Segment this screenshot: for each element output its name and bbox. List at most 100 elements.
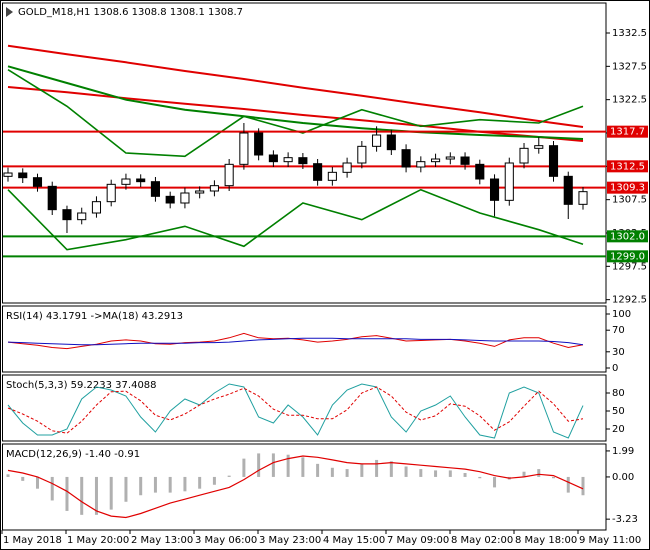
x-tick-label: 9 May 11:00: [579, 535, 641, 546]
level-label: 1312.5: [610, 161, 645, 172]
x-tick-label: 1 May 20:00: [67, 535, 129, 546]
macd-bar: [522, 471, 526, 477]
candle-body: [327, 171, 337, 181]
candle-body: [77, 212, 87, 221]
macd-bar: [109, 476, 113, 510]
y-tick-label: 50: [612, 406, 625, 417]
y-tick-label: -3.23: [612, 514, 638, 525]
x-tick-label: 4 May 15:00: [323, 535, 385, 546]
macd-bar: [360, 463, 364, 477]
level-label: 1302.0: [610, 231, 645, 242]
macd-bar: [552, 476, 556, 479]
indicator-line: [7, 383, 584, 439]
macd-bar: [168, 476, 172, 493]
macd-bar: [301, 457, 305, 477]
macd-bar: [463, 473, 467, 477]
level-label: 1309.3: [610, 183, 645, 194]
candle-body: [431, 158, 441, 163]
macd-bar: [537, 469, 541, 477]
signal-line: [7, 455, 584, 519]
candle-body: [445, 156, 455, 160]
y-tick-label: 0: [612, 363, 618, 374]
candle-body: [298, 157, 308, 165]
candle-body: [150, 181, 160, 197]
y-tick-label: 0.00: [612, 472, 634, 483]
price-panel: [2, 2, 607, 304]
y-tick-label: 1292.5: [612, 295, 647, 306]
candle-body: [504, 162, 514, 201]
candle-body: [313, 163, 323, 181]
candle-body: [18, 172, 28, 179]
moving-average: [7, 69, 584, 158]
macd-bar: [80, 476, 84, 515]
candle-body: [475, 163, 485, 180]
level-label-box: [607, 125, 648, 138]
candle-body: [224, 163, 234, 187]
rsi-panel: [2, 305, 607, 373]
macd-bar: [139, 476, 143, 496]
candle-body: [268, 154, 278, 163]
macd-bar: [566, 476, 570, 493]
x-tick-label: 7 May 09:00: [387, 535, 449, 546]
y-tick-label: 20: [612, 424, 625, 435]
level-label-box: [607, 160, 648, 173]
macd-bar: [94, 476, 98, 515]
macd-bar: [286, 454, 290, 477]
level-label-box: [607, 250, 648, 263]
y-tick-label: 1327.5: [612, 61, 647, 72]
candle-body: [195, 190, 205, 194]
y-tick-label: 1332.5: [612, 28, 647, 39]
macd-bar: [242, 458, 246, 477]
candle-body: [342, 162, 352, 173]
y-tick-label: 70: [612, 325, 625, 336]
macd-bar: [330, 467, 334, 477]
macd-bar: [316, 463, 320, 477]
macd-bar: [419, 469, 423, 477]
moving-average: [7, 65, 584, 140]
macd-bar: [375, 459, 379, 477]
x-tick-label: 8 May 18:00: [515, 535, 577, 546]
macd-bar: [35, 476, 39, 489]
candle-body: [3, 172, 13, 177]
candle-body: [548, 145, 559, 177]
indicator-line: [7, 332, 584, 350]
macd-bar: [389, 461, 393, 477]
candle-body: [239, 132, 249, 165]
macd-bar: [448, 470, 452, 477]
candle-body: [401, 149, 411, 168]
indicator-line: [7, 386, 584, 434]
candle-body: [209, 185, 219, 192]
candle-body: [136, 178, 146, 183]
macd-bar: [6, 474, 10, 477]
x-tick-label: 1 May 2018: [3, 535, 62, 546]
level-label: 1317.7: [610, 127, 645, 138]
candle-body: [578, 191, 588, 205]
candle-body: [563, 175, 573, 205]
candle-body: [121, 178, 131, 185]
macd-bar: [581, 476, 585, 496]
macd-bar: [212, 476, 216, 485]
candle-body: [534, 145, 544, 149]
stoch-panel: [2, 374, 607, 442]
candle-body: [165, 195, 175, 204]
x-tick-label: 2 May 13:00: [131, 535, 193, 546]
y-tick-label: 100: [612, 309, 631, 320]
macd-bar: [153, 476, 157, 493]
candle-body: [62, 209, 72, 221]
y-tick-label: 1307.5: [612, 195, 647, 206]
candle-body: [416, 161, 426, 168]
chart-title: GOLD_M18,H1 1308.6 1308.8 1308.1 1308.7: [18, 7, 243, 18]
candle-body: [91, 201, 102, 214]
macd-bar: [198, 476, 202, 489]
level-label: 1299.0: [610, 251, 645, 262]
macd-title: MACD(12,26,9) -1.40 -0.91: [6, 449, 140, 460]
moving-average: [7, 86, 584, 142]
y-tick-label: 30: [612, 347, 625, 358]
candle-body: [32, 177, 43, 187]
rsi-title: RSI(14) 43.1791 ->MA(18) 43.2913: [6, 311, 183, 322]
macd-bar: [434, 470, 438, 477]
y-tick-label: 1297.5: [612, 261, 647, 272]
candle-body: [372, 134, 382, 147]
candle-body: [386, 134, 396, 151]
